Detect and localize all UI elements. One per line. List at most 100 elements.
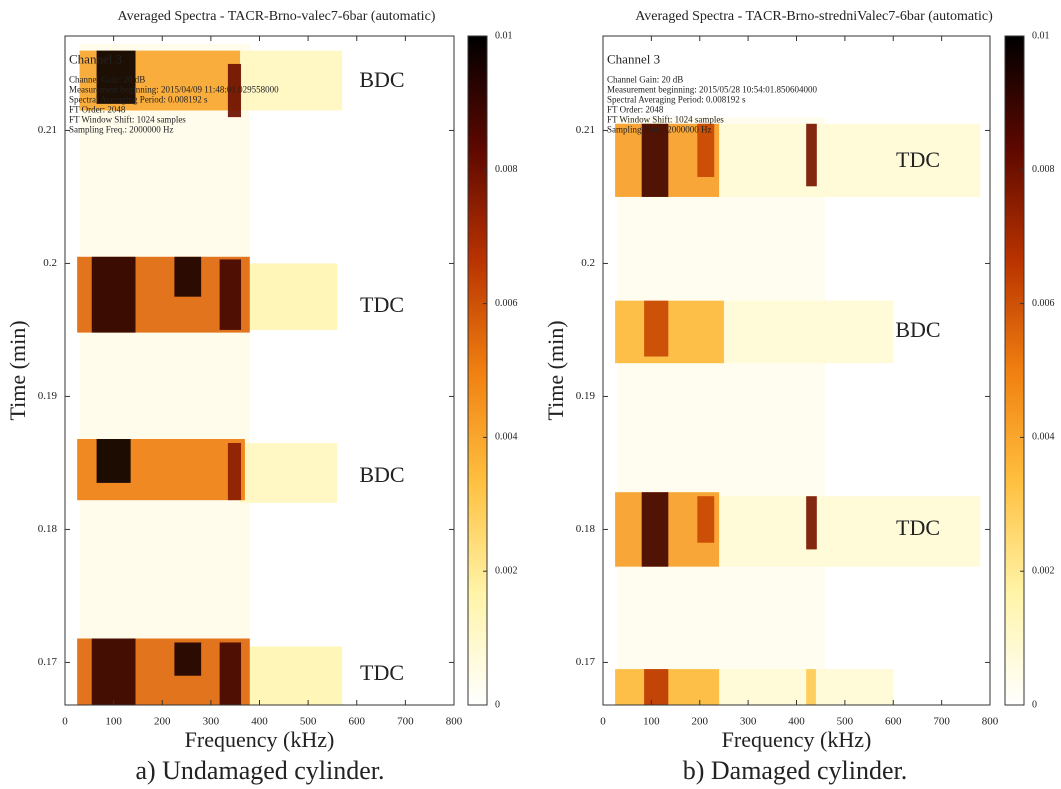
info-line: Measurement beginning: 2015/04/09 11:48:…	[69, 84, 279, 94]
chart-title: Averaged Spectra - TACR-Brno-valec7-6bar…	[118, 9, 436, 24]
heat-region	[806, 669, 816, 705]
heat-region	[219, 259, 242, 330]
y-axis-label: Time (min)	[5, 320, 30, 420]
colorbar-tick-label: 0.008	[1032, 164, 1055, 175]
heat-region	[723, 300, 894, 364]
heat-region	[641, 123, 669, 197]
info-line: Channel 3	[607, 52, 660, 67]
heat-region	[714, 123, 981, 197]
x-tick-label: 700	[933, 716, 950, 728]
heat-region	[96, 50, 136, 104]
chart-title: Averaged Spectra - TACR-Brno-stredniVale…	[635, 9, 993, 24]
y-tick-label: 0.19	[576, 390, 596, 402]
info-line: Channel Gain: 20 dB	[607, 74, 683, 84]
heat-region	[644, 669, 669, 705]
y-tick-label: 0.21	[38, 124, 57, 136]
x-tick-label: 200	[154, 716, 171, 728]
info-line: Spectral Averaging Period: 0.008192 s	[607, 94, 746, 104]
colorbar	[467, 35, 488, 706]
heat-region	[174, 256, 202, 297]
chart: Averaged Spectra - TACR-Brno-stredniVale…	[543, 9, 1054, 785]
chart: Averaged Spectra - TACR-Brno-valec7-6bar…	[5, 9, 517, 785]
heat-region	[219, 642, 242, 705]
info-line: Spectral Averaging Period: 0.008192 s	[69, 94, 208, 104]
x-tick-label: 0	[600, 716, 606, 728]
heat-region	[641, 492, 669, 567]
y-tick-label: 0.17	[38, 656, 58, 668]
colorbar-tick-label: 0.004	[495, 432, 518, 443]
x-axis-label: Frequency (kHz)	[185, 727, 335, 752]
heat-region	[91, 638, 136, 705]
heat-region	[96, 438, 131, 483]
x-tick-label: 600	[885, 716, 902, 728]
y-tick-label: 0.17	[576, 656, 596, 668]
heat-region	[174, 642, 202, 676]
heat-region	[697, 496, 715, 543]
y-axis-label: Time (min)	[543, 320, 568, 420]
colorbar-tick-label: 0.01	[495, 30, 513, 41]
annotation: BDC	[895, 317, 940, 342]
caption: a) Undamaged cylinder.	[135, 756, 384, 785]
colorbar-tick-label: 0	[495, 699, 500, 710]
info-line: FT Window Shift: 1024 samples	[607, 114, 724, 124]
colorbar-tick-label: 0.01	[1032, 30, 1050, 41]
heat-region	[240, 442, 338, 503]
x-tick-label: 800	[982, 716, 999, 728]
colorbar-tick-label: 0.006	[1032, 298, 1055, 309]
annotation: TDC	[360, 660, 404, 685]
heat-region	[615, 300, 724, 364]
x-axis-label: Frequency (kHz)	[722, 727, 872, 752]
y-tick-label: 0.2	[43, 257, 57, 269]
heat-region	[697, 123, 715, 177]
heat-region	[714, 496, 981, 567]
x-tick-label: 500	[300, 716, 317, 728]
info-line: FT Order: 2048	[607, 104, 664, 114]
colorbar-tick-label: 0.006	[495, 298, 518, 309]
heat-region	[617, 117, 826, 705]
colorbar-tick-label: 0.008	[495, 164, 518, 175]
y-tick-label: 0.19	[38, 390, 58, 402]
colorbar	[1004, 35, 1025, 706]
x-tick-label: 700	[397, 716, 414, 728]
heat-region	[240, 50, 343, 111]
heatmap	[77, 43, 343, 705]
x-tick-label: 100	[643, 716, 660, 728]
x-tick-label: 400	[788, 716, 805, 728]
heat-region	[806, 123, 817, 187]
heat-region	[79, 43, 250, 705]
x-tick-label: 500	[837, 716, 854, 728]
colorbar-tick-label: 0.002	[495, 565, 518, 576]
caption: b) Damaged cylinder.	[683, 756, 908, 785]
x-tick-label: 200	[692, 716, 709, 728]
x-tick-label: 600	[349, 716, 366, 728]
x-tick-label: 300	[203, 716, 220, 728]
x-tick-label: 0	[62, 716, 68, 728]
heat-region	[227, 442, 242, 501]
info-line: Channel Gain: 20 dB	[69, 74, 145, 84]
heat-region	[91, 256, 136, 333]
y-tick-label: 0.18	[576, 523, 596, 535]
y-tick-label: 0.21	[576, 124, 595, 136]
x-tick-label: 300	[740, 716, 757, 728]
annotation: TDC	[896, 147, 940, 172]
info-line: FT Window Shift: 1024 samples	[69, 114, 186, 124]
heat-region	[249, 263, 338, 330]
y-tick-label: 0.2	[581, 257, 595, 269]
info-line: Measurement beginning: 2015/05/28 10:54:…	[607, 84, 817, 94]
annotation: BDC	[359, 462, 404, 487]
heat-region	[806, 496, 817, 550]
y-tick-label: 0.18	[38, 523, 58, 535]
info-line: Sampling Freq.: 2000000 Hz	[607, 124, 712, 134]
x-tick-label: 800	[446, 716, 463, 728]
heat-region	[644, 300, 669, 357]
annotation: TDC	[360, 292, 404, 317]
heat-region	[714, 669, 894, 705]
x-tick-label: 400	[251, 716, 268, 728]
heat-region	[227, 63, 242, 118]
colorbar-tick-label: 0.004	[1032, 432, 1055, 443]
info-line: Channel 3	[69, 52, 122, 67]
info-line: Sampling Freq.: 2000000 Hz	[69, 124, 174, 134]
colorbar-tick-label: 0.002	[1032, 565, 1055, 576]
heatmap	[615, 117, 981, 705]
